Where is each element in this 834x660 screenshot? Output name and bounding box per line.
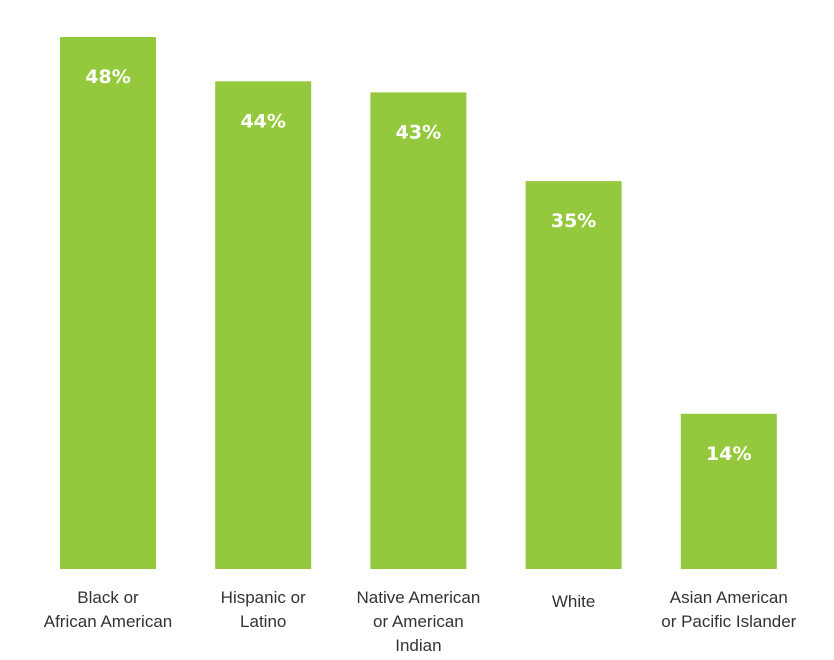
category-label-line: or American [373, 612, 464, 631]
category-label-line: White [552, 592, 595, 611]
category-label-line: Latino [240, 612, 286, 631]
category-label-3: White [552, 592, 595, 611]
category-label-1: Hispanic or Latino [221, 588, 306, 631]
category-label-line: Asian American [670, 588, 788, 607]
category-label-line: or Pacific Islander [661, 612, 796, 631]
category-label-line: Hispanic or [221, 588, 306, 607]
bar-3 [525, 181, 622, 569]
value-label-2: 43% [396, 121, 441, 143]
value-labels-group: 48% 44% 43% 35% 14% [85, 66, 751, 465]
value-label-4: 14% [706, 443, 751, 465]
category-label-line: Indian [395, 636, 441, 655]
bar-4 [680, 413, 777, 569]
bar-1 [215, 81, 312, 570]
bars-group [60, 37, 777, 570]
value-label-0: 48% [85, 66, 130, 88]
category-label-4: Asian American or Pacific Islander [661, 588, 796, 631]
category-label-line: Native American [357, 588, 481, 607]
category-label-line: African American [44, 612, 173, 631]
category-label-line: Black or [77, 588, 139, 607]
category-label-0: Black or African American [44, 588, 173, 631]
category-label-2: Native American or American Indian [357, 588, 481, 655]
bar-2 [370, 92, 467, 570]
category-labels-group: Black or African American Hispanic or Latin… [44, 588, 797, 655]
value-label-3: 35% [551, 210, 596, 232]
bar-0 [60, 37, 156, 569]
value-label-1: 44% [240, 110, 285, 132]
